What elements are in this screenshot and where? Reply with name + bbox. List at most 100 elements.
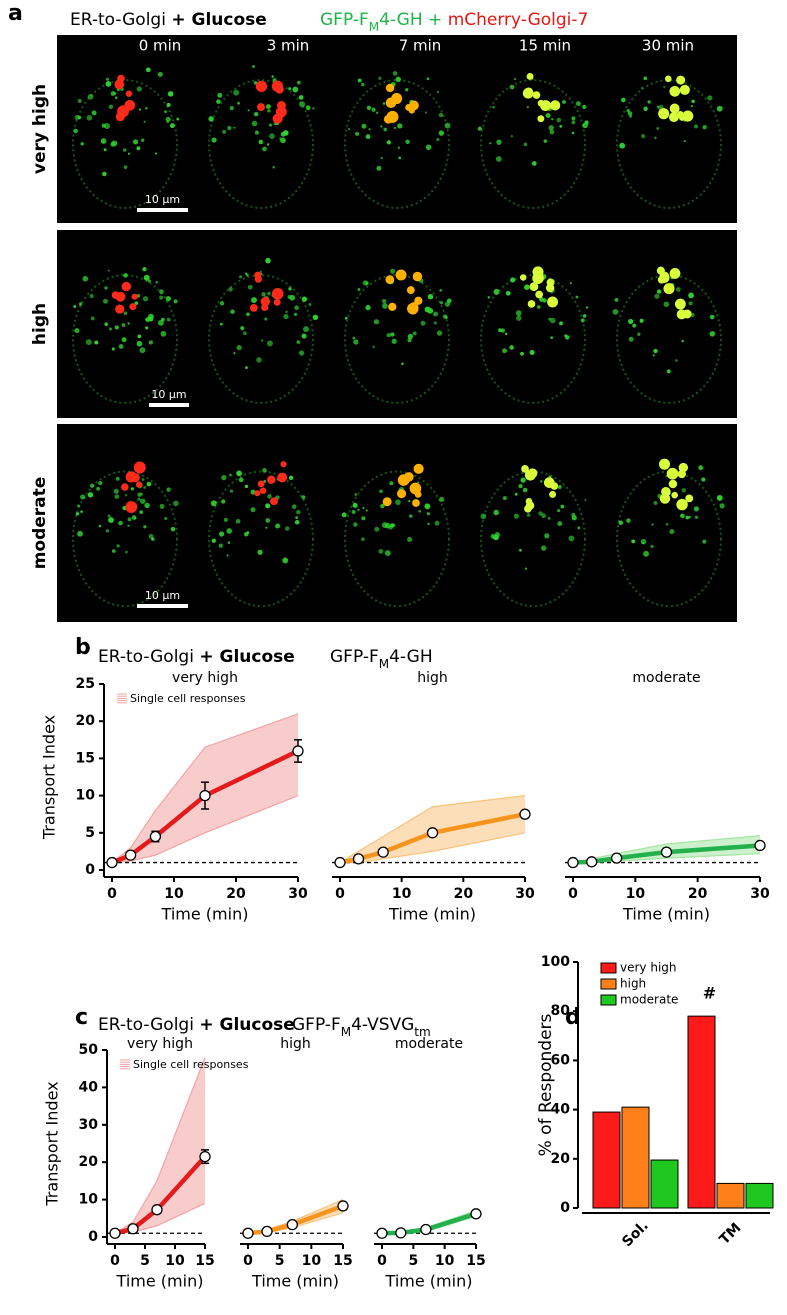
puncta	[560, 504, 565, 509]
y-tick-label: 0	[560, 1200, 570, 1216]
construct-label: GFP-FM4-GH	[330, 647, 433, 671]
puncta	[113, 488, 119, 494]
puncta	[691, 99, 695, 104]
puncta	[247, 109, 250, 112]
x-tick-label: 0	[243, 1253, 253, 1269]
cell-outline	[72, 79, 178, 209]
puncta	[424, 503, 431, 510]
x-tick-label: 5	[275, 1253, 285, 1269]
puncta	[143, 120, 146, 124]
golgi	[121, 281, 132, 292]
puncta	[683, 140, 686, 143]
time-label: 0 min	[139, 37, 182, 55]
x-tick-label: 0	[377, 1253, 387, 1269]
golgi	[406, 286, 415, 295]
x-tick-label: 0	[568, 886, 578, 902]
puncta	[628, 336, 634, 342]
golgi	[532, 91, 541, 99]
puncta	[556, 117, 562, 123]
puncta	[477, 126, 482, 131]
puncta	[138, 108, 141, 111]
puncta	[557, 508, 561, 513]
puncta	[642, 542, 645, 545]
puncta	[401, 362, 404, 366]
cell-outline	[480, 274, 586, 404]
mean-point	[470, 1208, 482, 1220]
puncta	[80, 494, 86, 500]
time-label: 15 min	[519, 37, 571, 55]
puncta	[669, 529, 675, 535]
puncta	[218, 543, 223, 548]
golgi	[547, 296, 559, 308]
puncta	[544, 533, 550, 539]
mean-point	[567, 856, 579, 869]
puncta	[127, 322, 130, 325]
puncta	[244, 484, 249, 489]
puncta	[140, 492, 143, 496]
golgi	[669, 86, 681, 97]
golgi	[413, 463, 424, 474]
puncta	[155, 281, 158, 284]
golgi	[659, 493, 671, 504]
cell-outline	[480, 79, 586, 209]
cell-outline	[344, 79, 450, 209]
puncta	[166, 487, 171, 492]
response-edge	[340, 832, 526, 864]
puncta	[524, 567, 528, 570]
puncta	[637, 332, 641, 336]
x-tick-label: 10	[392, 886, 412, 902]
puncta	[143, 486, 146, 489]
puncta	[256, 357, 262, 363]
puncta	[384, 550, 391, 557]
puncta	[262, 146, 267, 152]
construct-text: tm	[414, 1025, 430, 1039]
puncta	[89, 483, 95, 488]
puncta	[557, 485, 562, 489]
micrograph	[57, 424, 737, 622]
puncta	[365, 509, 368, 512]
golgi	[405, 103, 413, 111]
puncta	[169, 123, 175, 129]
chart-subtitle: very high	[172, 670, 238, 686]
puncta	[77, 98, 82, 103]
puncta	[103, 148, 107, 152]
puncta	[98, 480, 103, 486]
mean-point	[352, 853, 365, 865]
bar	[592, 1111, 621, 1209]
puncta	[283, 130, 289, 136]
puncta	[557, 521, 563, 526]
puncta	[308, 303, 312, 306]
puncta	[405, 139, 410, 145]
y-tick-label: 20	[79, 1154, 99, 1170]
puncta	[487, 296, 490, 299]
puncta	[260, 339, 264, 342]
x-tick-label: 10	[165, 1253, 185, 1269]
puncta	[137, 497, 141, 501]
response-edge	[111, 713, 299, 864]
golgi	[532, 272, 544, 284]
cell-outline	[616, 274, 722, 404]
puncta	[264, 317, 268, 321]
golgi	[133, 461, 146, 474]
mean-point	[376, 1227, 388, 1239]
x-tick-label: 30	[750, 886, 770, 902]
legend-label: Single cell responses	[133, 1058, 249, 1071]
mean-point	[199, 789, 211, 802]
puncta	[228, 473, 232, 477]
golgi	[527, 300, 536, 308]
mean-point	[292, 745, 304, 757]
puncta	[73, 128, 78, 134]
scale-bar-label: 10 µm	[145, 193, 180, 206]
golgi	[388, 302, 397, 312]
puncta	[656, 127, 660, 130]
puncta	[352, 502, 358, 508]
puncta	[509, 84, 515, 90]
puncta	[381, 298, 387, 304]
puncta	[439, 301, 444, 305]
mean-point	[395, 1227, 407, 1239]
puncta	[427, 293, 434, 300]
puncta	[130, 487, 135, 491]
puncta	[78, 302, 83, 306]
puncta	[246, 312, 250, 317]
puncta	[407, 338, 412, 343]
